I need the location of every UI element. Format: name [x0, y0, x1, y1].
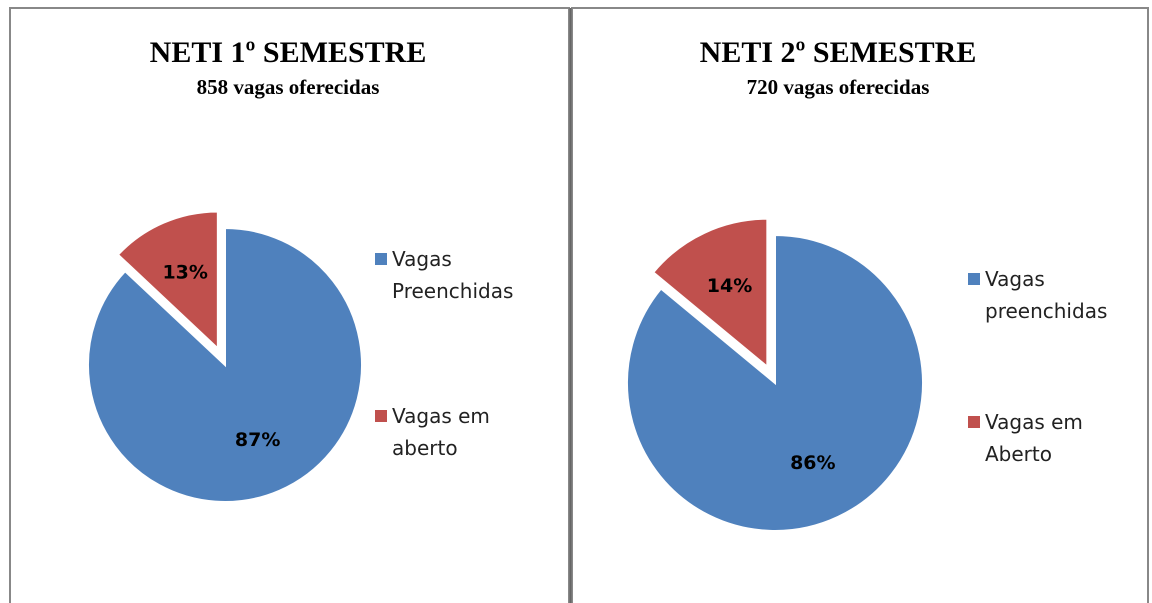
panel-border [9, 7, 570, 603]
legend-swatch [968, 416, 980, 428]
pie-slice [626, 233, 924, 532]
chart-title: NETI 1º SEMESTRE [150, 36, 427, 69]
legend-swatch [375, 410, 387, 422]
pie-slice [651, 217, 769, 369]
legend-swatch [968, 273, 980, 285]
legend-label: Vagas em aberto [392, 404, 490, 460]
chart-title: NETI 2º SEMESTRE [700, 36, 977, 69]
data-label: 87% [235, 429, 280, 451]
data-label: 14% [707, 275, 752, 297]
chart-subtitle: 720 vagas oferecidas [747, 75, 930, 99]
data-label: 13% [162, 262, 207, 284]
data-label: 86% [790, 452, 835, 474]
legend-label: Vagas em Aberto [985, 410, 1083, 466]
legend-label: Vagas Preenchidas [392, 247, 514, 303]
pie-slice [116, 210, 219, 351]
legend-label: Vagas preenchidas [985, 267, 1108, 323]
panel-border [571, 7, 1149, 603]
pie-slice [87, 226, 363, 503]
chart-subtitle: 858 vagas oferecidas [197, 75, 380, 99]
legend-swatch [375, 253, 387, 265]
